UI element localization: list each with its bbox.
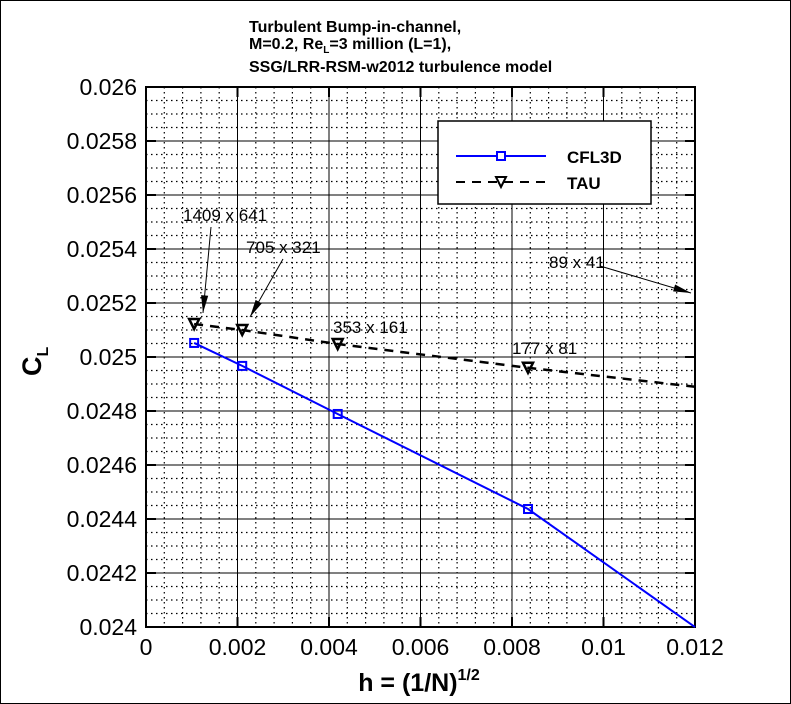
- y-tick-label: 0.0248: [67, 398, 137, 424]
- y-tick-label: 0.0258: [67, 128, 137, 154]
- y-axis-label-base: C: [17, 357, 47, 377]
- title-line-2: M=0.2, ReL=3 million (L=1),: [249, 36, 552, 59]
- y-tick-label: 0.024: [79, 614, 137, 640]
- x-axis-label-superscript: 1/2: [458, 667, 480, 684]
- legend-label: CFL3D: [567, 148, 622, 167]
- data-point-triangle: [520, 361, 536, 376]
- data-point-triangle: [330, 337, 345, 352]
- x-tick-label: 0.008: [483, 634, 541, 660]
- title-line-2-pre: M=0.2, Re: [249, 36, 324, 53]
- title-line-1: Turbulent Bump-in-channel,: [249, 19, 462, 36]
- y-tick-label: 0.0244: [67, 506, 138, 532]
- data-point-triangle: [235, 323, 250, 338]
- x-tick-label: 0.01: [581, 634, 626, 660]
- x-tick-label: 0.002: [209, 634, 267, 660]
- data-point-square: [523, 504, 534, 515]
- data-point-square: [332, 408, 343, 419]
- legend-marker-square: [496, 151, 506, 161]
- annotation-label: 177 x 81: [512, 339, 577, 358]
- series-line: [193, 322, 696, 389]
- legend-box: [437, 120, 652, 205]
- y-tick-label: 0.025: [79, 344, 137, 370]
- series-line: [193, 342, 696, 628]
- y-tick-label: 0.0246: [67, 452, 137, 478]
- title-subscript: L: [323, 45, 330, 57]
- annotation-label: 1409 x 641: [183, 206, 267, 225]
- plot-frame: [145, 86, 696, 628]
- y-tick-label: 0.0242: [67, 560, 137, 586]
- data-point-square: [237, 360, 248, 371]
- legend-label: TAU: [567, 174, 601, 193]
- annotation-label: 705 x 321: [246, 238, 321, 257]
- arrowhead: [673, 284, 691, 293]
- arrowhead: [250, 299, 262, 317]
- title-line-3: SSG/LRR-RSM-w2012 turbulence model: [249, 59, 553, 77]
- annotation-label: 89 x 41: [549, 253, 605, 272]
- y-tick-label: 0.026: [79, 74, 137, 100]
- data-point-triangle: [187, 317, 202, 332]
- x-axis-label: h = (1/N)1/2: [358, 667, 480, 697]
- x-tick-label: 0.012: [666, 634, 724, 660]
- series-cfl3d: [189, 337, 696, 628]
- y-axis-label-subscript: L: [35, 347, 52, 357]
- y-tick-label: 0.0254: [67, 236, 138, 262]
- data-point-square: [189, 337, 200, 348]
- arrowhead: [201, 295, 209, 313]
- x-tick-label: 0.004: [300, 634, 358, 660]
- series-tau: [187, 317, 696, 389]
- x-axis-label-base: h = (1/N): [358, 669, 457, 697]
- y-tick-label: 0.0256: [67, 182, 137, 208]
- x-tick-label: 0.006: [392, 634, 450, 660]
- x-tick-label: 0: [140, 634, 153, 660]
- legend-marker-triangle: [494, 176, 508, 190]
- y-axis-label: CL: [17, 347, 52, 377]
- annotation-label: 353 x 161: [333, 318, 408, 337]
- chart-title: Turbulent Bump-in-channel, M=0.2, ReL=3 …: [249, 19, 552, 76]
- title-line-2-post: =3 million (L=1),: [329, 36, 452, 53]
- y-tick-label: 0.0252: [67, 290, 137, 316]
